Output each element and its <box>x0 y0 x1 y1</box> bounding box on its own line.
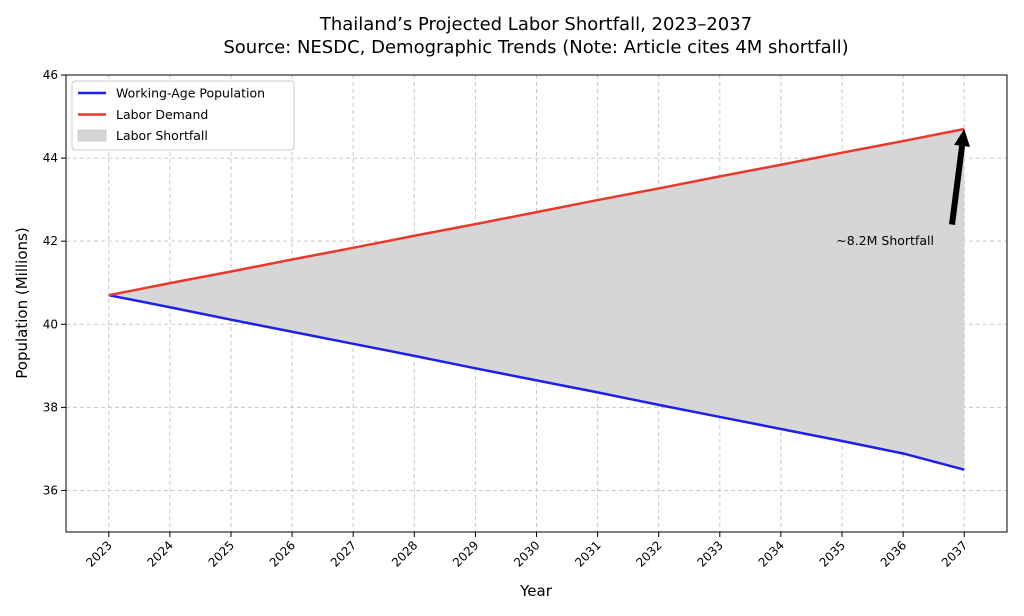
y-tick-label-38: 38 <box>43 400 58 414</box>
annotation-text: ~8.2M Shortfall <box>836 233 934 248</box>
y-axis-label: Population (Millions) <box>13 227 31 378</box>
x-axis-label: Year <box>519 582 553 600</box>
y-tick-label-40: 40 <box>43 317 58 331</box>
y-tick-label-42: 42 <box>43 234 58 248</box>
annotation-arrow-head <box>954 129 971 147</box>
shortfall-area-layer <box>108 129 965 470</box>
series-line-working-age <box>108 293 965 471</box>
y-tick-label-44: 44 <box>43 151 58 165</box>
shortfall-area <box>108 129 965 470</box>
legend-box <box>71 80 295 151</box>
legend-label-labor-demand: Labor Demand <box>116 107 208 122</box>
shortfall-annotation: ~8.2M Shortfall <box>836 129 971 248</box>
y-tick-label-36: 36 <box>43 483 58 497</box>
legend-label-shortfall: Labor Shortfall <box>116 128 208 143</box>
legend-label-working-age: Working-Age Population <box>116 86 265 101</box>
series-lines-layer <box>108 127 965 471</box>
series-line-labor-demand <box>108 127 965 297</box>
legend: Working-Age Population Labor Demand Labo… <box>71 80 295 151</box>
chart-title: Thailand’s Projected Labor Shortfall, 20… <box>319 14 752 35</box>
annotation-arrow-shaft <box>949 145 966 225</box>
legend-swatch-shortfall <box>77 129 107 142</box>
y-tick-label-46: 46 <box>43 68 58 82</box>
chart-subtitle: Source: NESDC, Demographic Trends (Note:… <box>223 37 848 58</box>
y-axis-ticks: 36 38 40 42 44 46 <box>43 68 66 497</box>
